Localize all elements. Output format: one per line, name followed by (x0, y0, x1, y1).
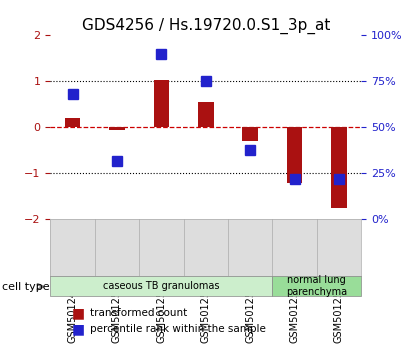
Bar (198, 102, 214, 127)
Text: ■: ■ (71, 322, 84, 336)
Text: ■: ■ (71, 306, 84, 320)
Bar (109, 127, 125, 130)
Text: normal lung
parenchyma: normal lung parenchyma (286, 275, 347, 297)
Text: transformed count: transformed count (90, 308, 188, 318)
Title: GDS4256 / Hs.19720.0.S1_3p_at: GDS4256 / Hs.19720.0.S1_3p_at (81, 18, 330, 34)
Text: percentile rank within the sample: percentile rank within the sample (90, 324, 266, 334)
Text: caseous TB granulomas: caseous TB granulomas (103, 281, 220, 291)
Bar (287, 127, 302, 183)
FancyBboxPatch shape (50, 276, 273, 296)
Bar (65, 118, 80, 127)
Bar (154, 80, 169, 127)
FancyBboxPatch shape (273, 276, 361, 296)
Bar (331, 127, 347, 208)
Text: cell type: cell type (2, 282, 50, 292)
Bar (242, 127, 258, 141)
